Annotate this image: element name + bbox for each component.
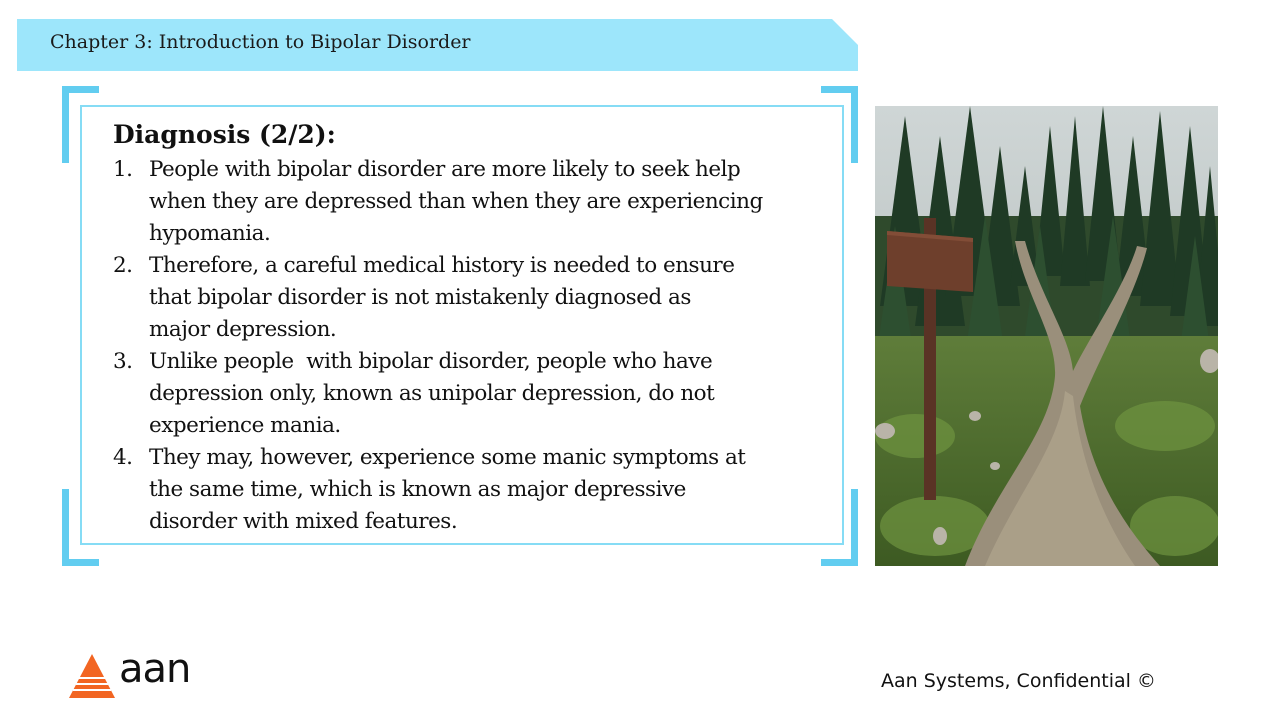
list-item: 2. Therefore, a careful medical history …: [113, 250, 833, 346]
frame-corner-bottom-right: [821, 489, 858, 566]
aan-logo-triangle-icon: [69, 654, 115, 698]
forest-path-image: [875, 106, 1218, 566]
content-frame: [62, 86, 858, 566]
content-frame-inner: [80, 105, 844, 545]
frame-corner-top-left: [62, 86, 99, 163]
list-item: 4. They may, however, experience some ma…: [113, 442, 833, 538]
list-item-line: hypomania.: [149, 221, 271, 246]
list-item-number: 4.: [113, 445, 133, 470]
list-item-line: They may, however, experience some manic…: [149, 445, 746, 470]
list-item-line: major depression.: [149, 317, 337, 342]
list-item-number: 2.: [113, 253, 133, 278]
frame-corner-top-right: [821, 86, 858, 163]
list-item-line: experience mania.: [149, 413, 341, 438]
diagnosis-list: 1. People with bipolar disorder are more…: [113, 154, 833, 538]
list-item: 3. Unlike people with bipolar disorder, …: [113, 346, 833, 442]
frame-corner-bottom-left: [62, 489, 99, 566]
list-item-line: the same time, which is known as major d…: [149, 477, 686, 502]
forest-path-fork-signpost-image: [875, 106, 1218, 566]
chapter-banner: [17, 19, 858, 71]
list-item-line: Unlike people with bipolar disorder, peo…: [149, 349, 713, 374]
list-item-line: that bipolar disorder is not mistakenly …: [149, 285, 691, 310]
list-item-number: 3.: [113, 349, 133, 374]
list-item-line: Therefore, a careful medical history is …: [149, 253, 735, 278]
list-item-line: People with bipolar disorder are more li…: [149, 157, 741, 182]
list-item: 1. People with bipolar disorder are more…: [113, 154, 833, 250]
content-body: Diagnosis (2/2): 1. People with bipolar …: [113, 118, 833, 538]
list-item-line: depression only, known as unipolar depre…: [149, 381, 715, 406]
section-heading: Diagnosis (2/2):: [113, 120, 336, 149]
confidential-notice: Aan Systems, Confidential ©: [881, 670, 1156, 692]
list-item-line: when they are depressed than when they a…: [149, 189, 763, 214]
list-item-line: disorder with mixed features.: [149, 509, 458, 534]
chapter-title: Chapter 3: Introduction to Bipolar Disor…: [50, 31, 471, 53]
aan-logo: aan: [67, 646, 197, 700]
aan-logo-text: aan: [119, 646, 191, 692]
list-item-number: 1.: [113, 157, 133, 182]
